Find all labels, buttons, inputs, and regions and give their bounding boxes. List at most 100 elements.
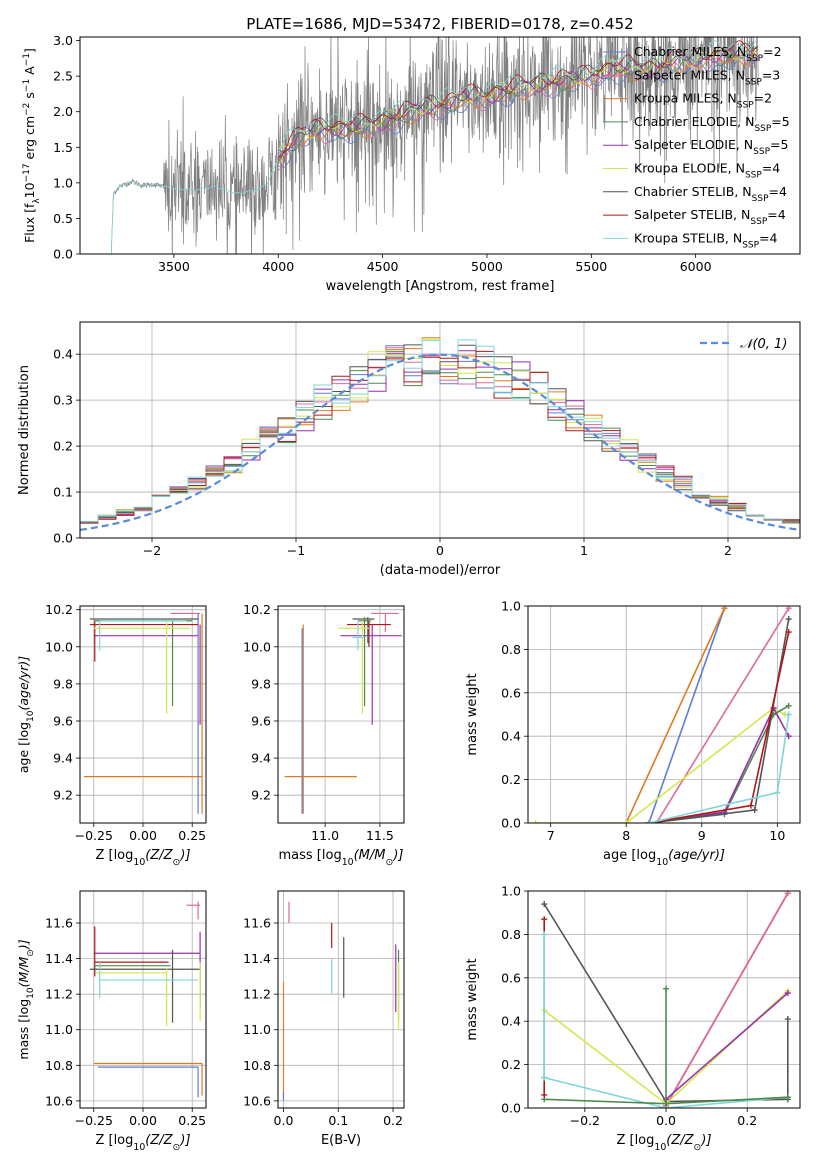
- y-tick-label: 10.0: [243, 639, 271, 654]
- plot-area: [532, 606, 792, 823]
- legend-label: Kroupa MILES, NSSP=2: [634, 91, 772, 111]
- x-axis-label-part: (Z/Z: [145, 848, 173, 863]
- legend-label-suffix: =5: [771, 114, 789, 129]
- x-tick-label: −2: [143, 543, 161, 558]
- x-axis-label: age [log10(age/yr)]: [603, 848, 725, 868]
- x-tick-label: 3500: [158, 259, 190, 274]
- y-tick-label: 2.0: [53, 104, 73, 119]
- weight-marker: [663, 1100, 670, 1107]
- y-tick-label: 9.4: [251, 751, 271, 766]
- x-axis-label-part: 10: [342, 857, 354, 868]
- x-axis-label-part: (M/M: [354, 848, 386, 863]
- y-tick-label: 0.4: [53, 347, 73, 362]
- legend-label: Chabrier ELODIE, NSSP=5: [634, 114, 790, 134]
- x-axis-label-part: ⊙: [173, 1142, 181, 1153]
- y-tick-label: 9.8: [53, 676, 73, 691]
- x-tick-label: −0.25: [75, 828, 113, 843]
- legend-label-sub: SSP: [737, 101, 754, 111]
- legend-label: Chabrier MILES, NSSP=2: [634, 44, 782, 64]
- legend-label-suffix: =4: [759, 230, 777, 245]
- x-axis-label-part: 10: [656, 857, 668, 868]
- y-tick-label: 0.6: [501, 970, 521, 985]
- y-tick-label: 2.5: [53, 69, 73, 84]
- weight-marker: [645, 820, 652, 823]
- histogram-step-line: [80, 339, 800, 524]
- weight-marker: [541, 931, 548, 938]
- x-axis-label: E(B-V): [321, 1133, 361, 1148]
- y-axis-label-part: −2: [22, 103, 32, 116]
- x-tick-label: 2: [724, 543, 732, 558]
- y-tick-label: 0.2: [501, 772, 521, 787]
- weight-marker: [785, 711, 792, 718]
- weight-marker: [785, 616, 792, 623]
- weight-line: [665, 992, 789, 1100]
- y-axis-label-part: −17: [22, 163, 32, 182]
- y-tick-label: 9.4: [53, 751, 73, 766]
- legend-label-text: Kroupa STELIB, N: [634, 230, 742, 245]
- y-tick-label: 11.4: [45, 951, 73, 966]
- legend-label-suffix: =2: [763, 44, 781, 59]
- x-tick-label: 9: [698, 828, 706, 843]
- x-axis-label: wavelength [Angstrom, rest frame]: [326, 279, 555, 294]
- weight-marker: [541, 1074, 548, 1081]
- legend-label: Kroupa ELODIE, NSSP=4: [634, 161, 780, 181]
- legend-label-sub: SSP: [746, 54, 763, 64]
- legend-label: Salpeter STELIB, NSSP=4: [634, 207, 786, 227]
- age-vs-mass-panel: 11.0 11.5 9.2 9.4 9.6 9.8 10.0 10.2 mass [log10(…: [243, 602, 405, 868]
- y-axis-label-part: age [log: [16, 722, 31, 773]
- plot-area: [541, 891, 791, 1108]
- y-axis-label-part: mass [log: [16, 999, 31, 1060]
- x-tick-label: −0.25: [75, 1113, 113, 1128]
- y-tick-label: 9.6: [53, 713, 73, 728]
- weight-marker: [541, 916, 548, 923]
- y-axis-label-part: ]: [22, 48, 37, 53]
- y-tick-label: 0.3: [53, 393, 73, 408]
- y-axis-label-part: s: [22, 92, 37, 103]
- axes-frame: [527, 890, 801, 1109]
- x-tick-label: 0.0: [656, 1113, 676, 1128]
- y-tick-label: 0.0: [501, 816, 521, 831]
- x-axis-label-part: ⊙: [694, 1142, 702, 1153]
- y-axis-label-part: )]: [16, 939, 31, 950]
- legend-label-sub: SSP: [753, 147, 770, 157]
- y-axis-label-part: (M/M: [16, 957, 31, 988]
- plot-area: [282, 901, 400, 1101]
- x-tick-label: 5500: [575, 259, 607, 274]
- spectrum-model-line: [277, 38, 759, 153]
- x-tick-label: 0.0: [274, 1113, 294, 1128]
- axes-frame: [277, 890, 405, 1109]
- y-tick-label: 9.2: [53, 788, 73, 803]
- x-tick-label: 6000: [680, 259, 712, 274]
- legend-label-sub: SSP: [745, 77, 762, 87]
- x-axis-label-part: 10: [654, 1142, 666, 1153]
- legend-label-text: Salpeter ELODIE, N: [634, 137, 753, 152]
- mass-weight-vs-Z-panel: −0.2 0.0 0.2 0.0 0.2 0.4 0.6 0.8 1.0 Z [log10(Z/Z…: [465, 884, 801, 1153]
- x-tick-label: 0.00: [129, 828, 157, 843]
- spectrum-model-line: [278, 54, 759, 169]
- legend-label-sub: SSP: [745, 171, 762, 181]
- x-tick-label: 11.5: [366, 828, 394, 843]
- y-tick-label: 11.4: [243, 951, 271, 966]
- weight-line: [665, 892, 789, 1107]
- y-axis-label-part: erg cm: [22, 116, 37, 164]
- y-tick-label: 0.6: [501, 685, 521, 700]
- legend-label-suffix: =3: [762, 67, 780, 82]
- legend-label-text: Salpeter STELIB, N: [634, 207, 750, 222]
- x-axis-label-part: ⊙: [173, 857, 181, 868]
- x-tick-label: 0.2: [737, 1113, 757, 1128]
- x-axis-label-part: (Z/Z: [666, 1133, 694, 1148]
- x-tick-label: 0.25: [178, 1113, 206, 1128]
- x-tick-label: 10: [769, 828, 785, 843]
- y-axis-label: mass [log10(M/M⊙)]: [16, 939, 36, 1059]
- y-tick-label: 1.0: [53, 175, 73, 190]
- spectrum-model-line: [278, 40, 759, 158]
- x-tick-label: 7: [547, 828, 555, 843]
- y-tick-label: 0.4: [501, 1014, 521, 1029]
- x-axis-label: Z [log10(Z/Z⊙)]: [95, 848, 190, 868]
- y-tick-label: 1.5: [53, 140, 73, 155]
- x-tick-label: −1: [287, 543, 305, 558]
- y-tick-label: 1.0: [501, 884, 521, 899]
